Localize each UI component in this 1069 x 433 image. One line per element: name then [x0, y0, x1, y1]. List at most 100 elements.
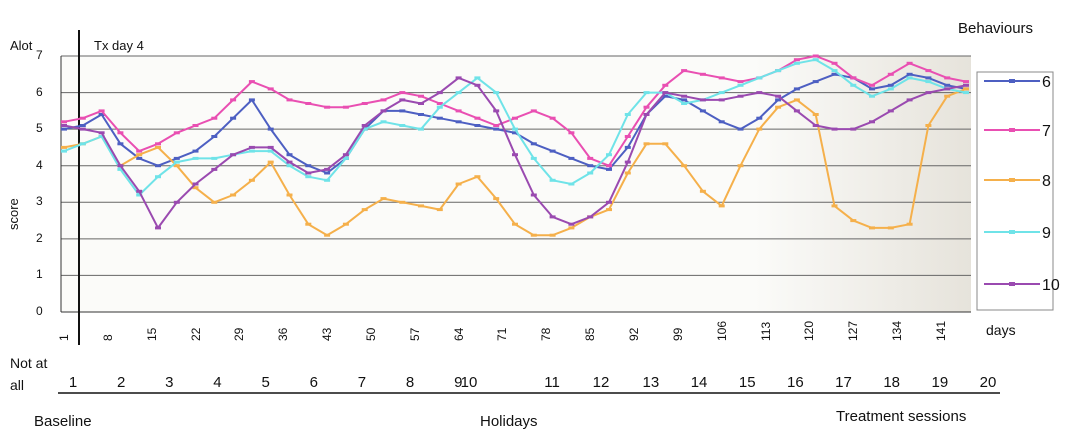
series-point-9	[606, 153, 612, 157]
series-point-8	[624, 171, 631, 175]
series-point-9	[455, 91, 462, 95]
legend-label-9: 9	[1042, 225, 1051, 242]
y-tick-label: 5	[36, 121, 43, 136]
series-point-7	[324, 105, 331, 109]
series-point-8	[681, 164, 688, 168]
series-point-9	[793, 61, 800, 65]
series-point-10	[831, 127, 838, 131]
series-10	[61, 76, 969, 230]
phase-label-treatment: Treatment sessions	[836, 408, 967, 425]
y-tick-label: 1	[36, 267, 43, 282]
series-point-8	[211, 200, 218, 204]
series-point-6	[436, 116, 443, 120]
series-point-8	[474, 175, 481, 179]
series-point-8	[530, 233, 537, 237]
series-point-10	[361, 124, 368, 127]
x-tick-label: 113	[758, 321, 773, 341]
legend-title: Behaviours	[958, 20, 1034, 37]
series-point-6	[906, 72, 913, 76]
session-number: 13	[642, 374, 660, 391]
series-point-7	[436, 102, 443, 105]
series-point-9	[869, 94, 875, 98]
series-point-10	[963, 83, 969, 87]
series-point-10	[643, 113, 650, 116]
series-point-7	[850, 76, 857, 80]
series-point-7	[418, 94, 424, 98]
series-point-9	[98, 135, 105, 138]
series-point-10	[793, 109, 800, 113]
series-point-9	[756, 76, 763, 80]
series-point-8	[512, 222, 518, 226]
session-number: 11	[544, 374, 560, 391]
session-number: 12	[592, 374, 610, 391]
session-number: 17	[835, 374, 852, 391]
series-point-7	[342, 105, 349, 109]
series-point-7	[812, 54, 819, 58]
series-point-9	[436, 105, 443, 109]
series-point-8	[418, 204, 424, 208]
session-number: 20	[979, 374, 997, 391]
legend-marker-6	[1009, 79, 1015, 83]
series-point-10	[549, 215, 556, 219]
x-tick-label: 64	[451, 327, 466, 341]
y-tick-label: 2	[36, 230, 43, 245]
legend-marker-7	[1009, 128, 1015, 132]
series-point-7	[493, 124, 500, 127]
series-point-9	[812, 58, 819, 62]
series-point-6	[474, 124, 481, 127]
series-point-9	[549, 178, 556, 182]
series-point-10	[775, 94, 782, 98]
series-point-7	[944, 76, 951, 80]
series-point-6	[61, 127, 67, 131]
legend-box	[976, 71, 1054, 311]
series-point-10	[305, 171, 312, 175]
legend-marker-9	[1009, 230, 1015, 234]
series-point-8	[662, 142, 669, 146]
series-point-6	[812, 80, 819, 84]
phase-label-holidays: Holidays	[480, 413, 538, 430]
series-point-6	[399, 109, 406, 113]
x-tick-label: 127	[846, 320, 861, 341]
session-number: 4	[213, 374, 222, 391]
series-point-10	[944, 87, 951, 91]
series-point-7	[380, 98, 387, 102]
series-point-7	[136, 149, 143, 153]
series-point-8	[850, 219, 857, 223]
series-point-6	[173, 156, 180, 160]
series-point-8	[944, 94, 951, 98]
series-point-10	[474, 83, 481, 87]
series-point-8	[606, 208, 612, 212]
series-point-8	[324, 233, 331, 237]
series-point-9	[831, 69, 838, 73]
series-point-9	[305, 175, 312, 179]
x-axis-label: days	[986, 322, 1016, 338]
series-point-10	[248, 145, 255, 149]
series-point-7	[173, 131, 180, 135]
series-point-7	[305, 102, 312, 105]
series-point-10	[399, 98, 406, 102]
y-tick-label: 6	[36, 84, 43, 99]
series-point-9	[737, 83, 744, 87]
series-layer	[61, 54, 969, 237]
series-point-8	[568, 226, 575, 230]
series-point-7	[793, 58, 800, 62]
series-point-6	[455, 120, 462, 124]
series-point-10	[61, 124, 67, 127]
series-point-9	[925, 80, 932, 84]
y-bottom-label-line2: all	[10, 377, 25, 393]
legend-marker-10	[1009, 282, 1015, 286]
series-point-9	[624, 113, 631, 116]
series-point-10	[324, 167, 331, 171]
series-point-10	[624, 160, 631, 164]
series-point-7	[399, 91, 406, 95]
x-tick-label: 22	[188, 327, 203, 341]
series-point-7	[79, 116, 86, 120]
series-point-10	[906, 98, 913, 102]
session-number: 3	[165, 374, 174, 391]
series-point-6	[624, 145, 631, 149]
series-point-8	[173, 164, 180, 168]
series-point-10	[869, 120, 875, 124]
legend-marker-8	[1009, 178, 1015, 182]
series-point-10	[699, 98, 706, 102]
series-point-8	[380, 197, 387, 201]
